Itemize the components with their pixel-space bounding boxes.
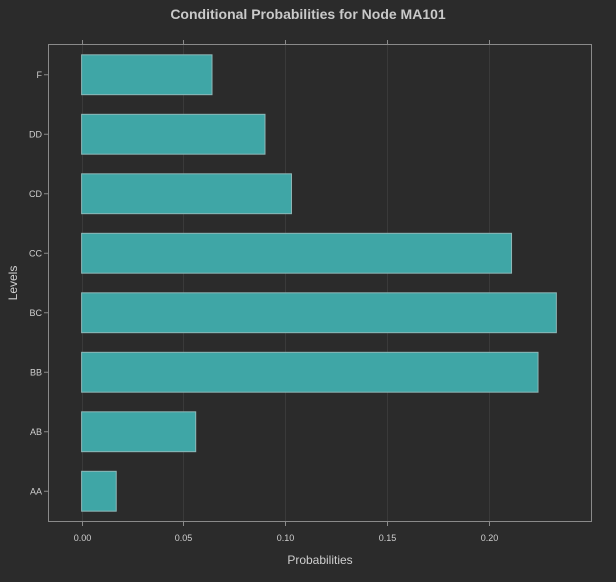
x-tick-label: 0.10 <box>277 533 295 543</box>
bar-cd <box>81 173 292 215</box>
plot-frame <box>48 44 592 522</box>
x-axis-ticks: 0.00 0.05 0.10 0.15 0.20 <box>74 40 499 543</box>
y-tick-label: BB <box>30 367 42 377</box>
bars <box>81 54 557 512</box>
y-tick-label: BC <box>29 308 42 318</box>
x-tick-label: 0.20 <box>481 533 499 543</box>
x-tick-label: 0.05 <box>175 533 193 543</box>
y-axis-ticks: AA AB BB BC CC CD DD F <box>29 70 49 496</box>
y-tick-label: AB <box>30 427 42 437</box>
y-tick-label: CD <box>29 189 42 199</box>
bar-bc <box>81 292 557 334</box>
y-tick-label: F <box>37 70 43 80</box>
bar-f <box>81 54 213 96</box>
bar-aa <box>81 470 117 512</box>
y-tick-label: DD <box>29 129 42 139</box>
bar-dd <box>81 113 266 155</box>
x-tick-label: 0.00 <box>74 533 92 543</box>
y-axis-label: Levels <box>6 266 20 301</box>
bar-cc <box>81 232 513 274</box>
bar-bb <box>81 351 539 393</box>
chart-title: Conditional Probabilities for Node MA101 <box>170 6 446 22</box>
y-tick-label: CC <box>29 248 42 258</box>
y-tick-label: AA <box>30 486 42 496</box>
bar-ab <box>81 411 197 453</box>
x-axis-label: Probabilities <box>287 553 352 567</box>
x-tick-label: 0.15 <box>379 533 397 543</box>
